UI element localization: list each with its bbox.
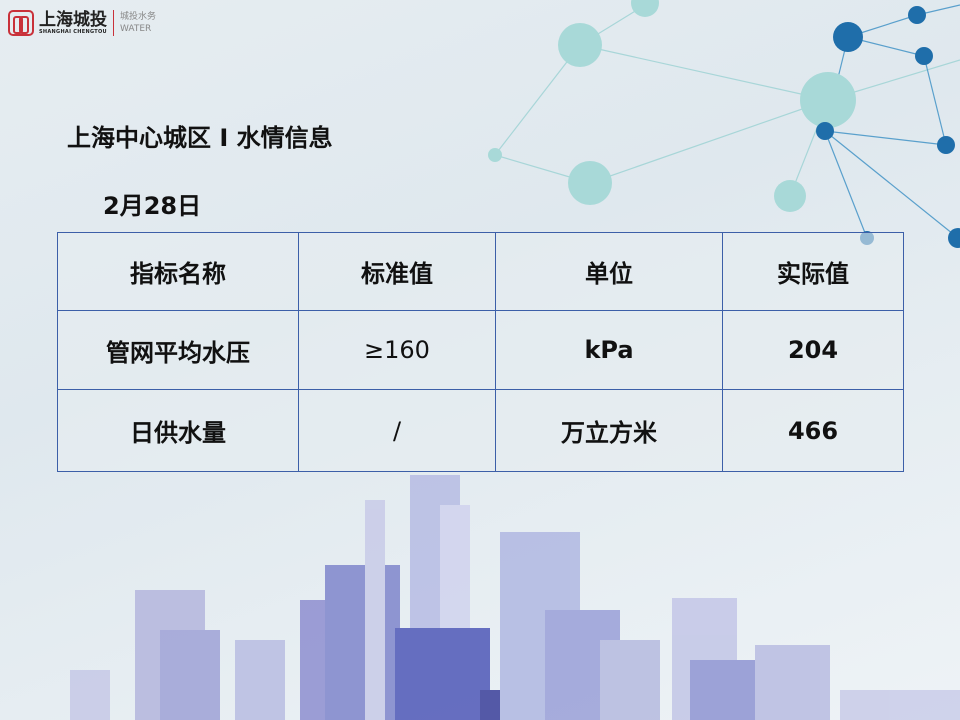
logo-name-cn: 上海城投 <box>39 10 107 30</box>
table-header-row: 指标名称 标准值 单位 实际值 <box>57 232 904 311</box>
water-info-table: 指标名称 标准值 单位 实际值 管网平均水压 ≥160 kPa 204 日供水量… <box>57 232 904 472</box>
cell-actual: 204 <box>722 310 904 390</box>
cell-actual: 466 <box>722 389 904 472</box>
page-title: 上海中心城区 I 水情信息 <box>67 124 333 152</box>
cell-unit: kPa <box>495 310 723 390</box>
cell-indicator: 管网平均水压 <box>57 310 299 390</box>
company-logo: 上海城投 SHANGHAI CHENGTOU 城投水务 WATER <box>8 10 156 36</box>
cell-standard: / <box>298 389 496 472</box>
logo-divider <box>113 10 114 36</box>
header-unit: 单位 <box>495 232 723 311</box>
logo-division-en: WATER <box>120 24 152 34</box>
header-indicator: 指标名称 <box>57 232 299 311</box>
table-row: 日供水量 / 万立方米 466 <box>57 389 904 472</box>
logo-icon <box>8 10 34 36</box>
cell-indicator: 日供水量 <box>57 389 299 472</box>
logo-name-en: SHANGHAI CHENGTOU <box>39 29 107 35</box>
header-actual: 实际值 <box>722 232 904 311</box>
cell-unit: 万立方米 <box>495 389 723 472</box>
city-skyline <box>70 475 960 720</box>
cell-standard: ≥160 <box>298 310 496 390</box>
date-label: 2月28日 <box>103 192 202 220</box>
header-standard: 标准值 <box>298 232 496 311</box>
logo-division-cn: 城投水务 <box>120 12 157 22</box>
table-row: 管网平均水压 ≥160 kPa 204 <box>57 310 904 390</box>
